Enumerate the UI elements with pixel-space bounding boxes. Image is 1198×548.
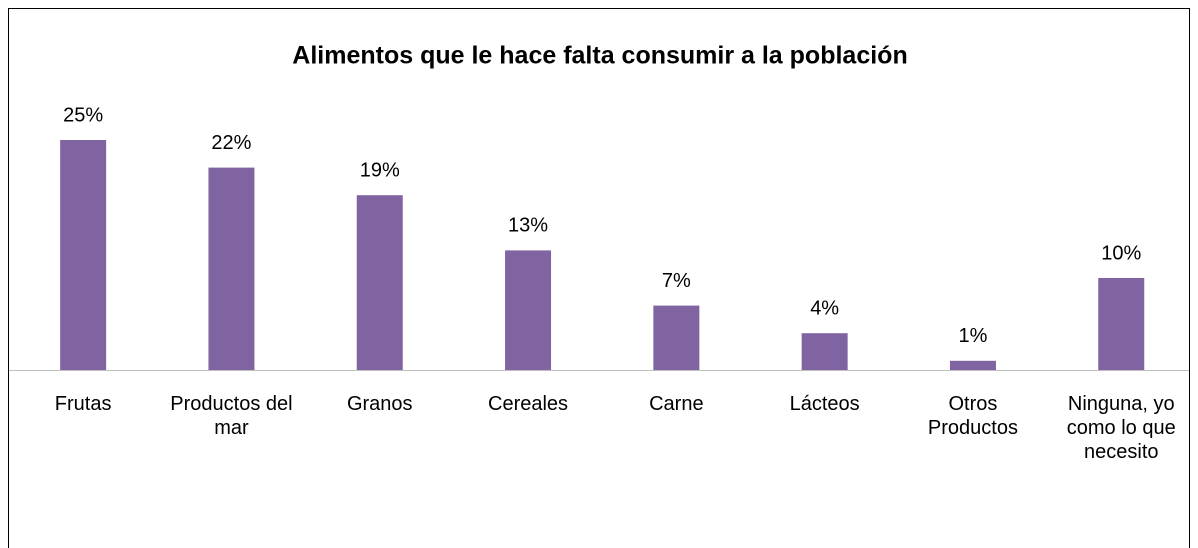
bar — [801, 333, 848, 370]
x-tick-label: Ninguna, yo como lo que necesito — [1066, 393, 1176, 463]
bar — [208, 167, 255, 370]
x-tick-label: Lácteos — [789, 393, 860, 415]
bar — [949, 360, 996, 370]
value-label: 10% — [1101, 242, 1141, 264]
value-label: 19% — [360, 159, 400, 181]
x-tick-label: Productos del mar — [170, 393, 293, 439]
bar — [653, 305, 700, 370]
x-tick-label: Carne — [649, 393, 704, 415]
x-tick-label: Frutas — [54, 393, 112, 415]
bar — [356, 195, 403, 370]
x-tick-label: Cereales — [488, 393, 569, 415]
bar — [1098, 278, 1145, 370]
bar — [505, 250, 552, 370]
x-tick-label: Otros Productos — [927, 393, 1018, 439]
x-tick-label: Granos — [346, 393, 413, 415]
chart-frame — [8, 8, 1190, 548]
value-label: 1% — [958, 325, 987, 347]
value-label: 25% — [63, 104, 103, 126]
value-label: 13% — [508, 215, 548, 237]
chart-title: Alimentos que le hace falta consumir a l… — [292, 42, 907, 70]
value-label: 22% — [211, 132, 251, 154]
value-label: 7% — [662, 270, 691, 292]
value-label: 4% — [810, 297, 839, 319]
bar — [60, 140, 107, 370]
